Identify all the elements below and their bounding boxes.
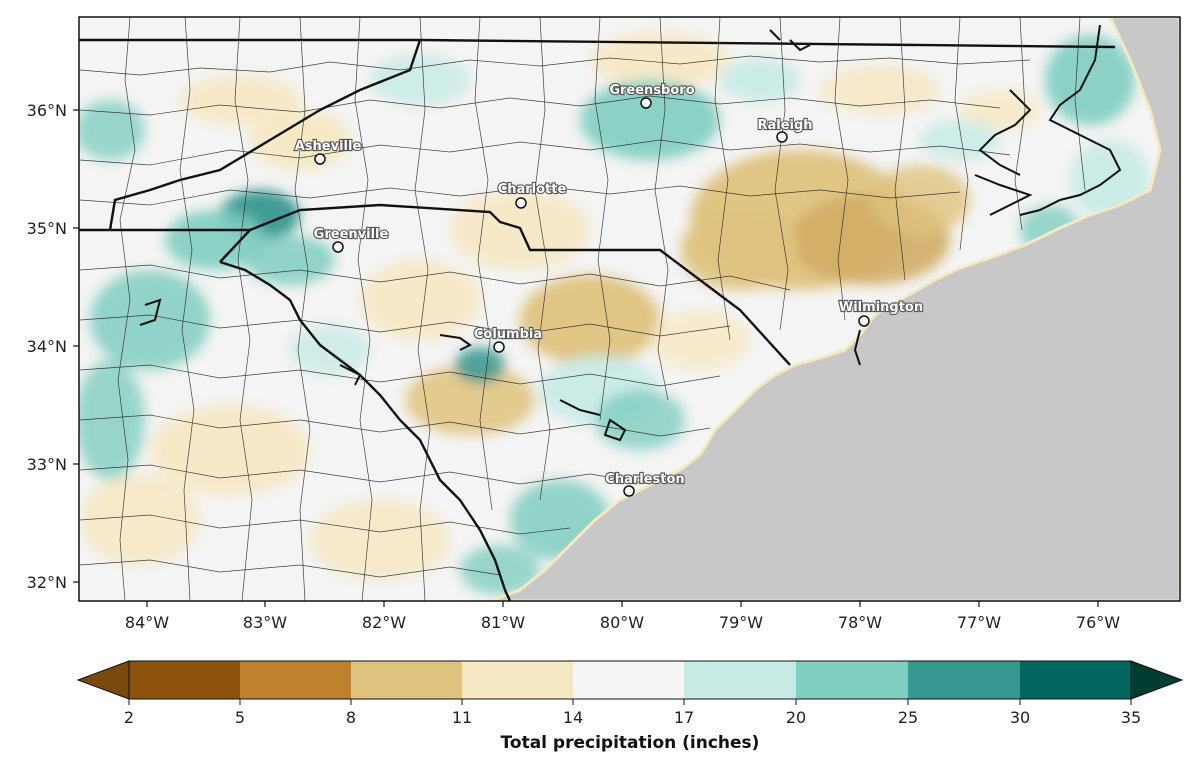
lon-tick-label: 84°W [125, 613, 169, 632]
city-label: Greensboro [609, 83, 694, 98]
city-charlotte: Charlotte [497, 181, 568, 209]
colorbar-bin [796, 661, 908, 699]
map-frame [78, 16, 1181, 602]
colorbar-bin [129, 661, 240, 699]
city-columbia: Columbia [473, 326, 543, 353]
colorbar: 2 5 8 11 14 17 20 25 30 35 Total precipi… [76, 660, 1184, 753]
colorbar-tick-label: 8 [346, 708, 356, 727]
map-area [79, 17, 1180, 601]
lon-tick-label: 80°W [600, 613, 644, 632]
state-borders [79, 38, 1116, 601]
lon-tick-label: 79°W [719, 613, 763, 632]
lat-tick-label: 32°N [27, 573, 67, 592]
lon-tick-label: 77°W [957, 613, 1001, 632]
lon-tick-label: 76°W [1076, 613, 1120, 632]
lat-tick-label: 36°N [27, 101, 67, 120]
colorbar-tick-label: 30 [1010, 708, 1030, 727]
lon-axis: 84°W 83°W 82°W 81°W 80°W 79°W 78°W 77°W … [125, 601, 1120, 632]
colorbar-bin [1020, 661, 1131, 699]
lon-tick-label: 78°W [838, 613, 882, 632]
city-label: Charlotte [498, 182, 567, 197]
city-greenville: Greenville [313, 226, 390, 253]
colorbar-bin [684, 661, 796, 699]
lon-tick-label: 83°W [243, 613, 287, 632]
colorbar-tick-label: 20 [786, 708, 806, 727]
city-greensboro: Greensboro [608, 82, 696, 109]
county-lines [79, 17, 1086, 601]
coastline [139, 24, 1122, 442]
city-wilmington: Wilmington [838, 299, 924, 327]
colorbar-tick-label: 5 [235, 708, 245, 727]
colorbar-tick-label: 11 [452, 708, 472, 727]
lon-tick-label: 82°W [362, 613, 406, 632]
city-label: Wilmington [839, 300, 923, 315]
city-label: Charleston [605, 472, 684, 487]
city-charleston: Charleston [604, 471, 686, 497]
colorbar-high-arrow [1130, 660, 1184, 700]
lat-tick-label: 34°N [27, 337, 67, 356]
colorbar-title: Total precipitation (inches) [501, 733, 760, 753]
cities: Greensboro Raleigh Asheville Charlotte G… [294, 82, 924, 497]
city-label: Raleigh [757, 118, 812, 133]
ocean [489, 17, 1180, 601]
lat-tick-label: 35°N [27, 219, 67, 238]
colorbar-tick-label: 14 [563, 708, 583, 727]
lon-tick-label: 81°W [481, 613, 525, 632]
colorbar-bin [351, 661, 462, 699]
colorbar-bin [573, 661, 684, 699]
city-label: Columbia [474, 327, 542, 342]
colorbar-bin [908, 661, 1020, 699]
colorbar-tick-label: 35 [1121, 708, 1141, 727]
colorbar-tick-label: 17 [674, 708, 694, 727]
colorbar-bin [240, 661, 351, 699]
city-raleigh: Raleigh [756, 117, 814, 143]
colorbar-tick-label: 25 [898, 708, 918, 727]
colorbar-low-arrow [76, 660, 130, 700]
lat-tick-label: 33°N [27, 455, 67, 474]
city-asheville: Asheville [294, 138, 363, 165]
lat-axis: 36°N 35°N 34°N 33°N 32°N [27, 101, 79, 592]
city-label: Greenville [314, 227, 389, 242]
colorbar-bin [462, 661, 573, 699]
city-label: Asheville [295, 139, 362, 154]
colorbar-tick-label: 2 [124, 708, 134, 727]
